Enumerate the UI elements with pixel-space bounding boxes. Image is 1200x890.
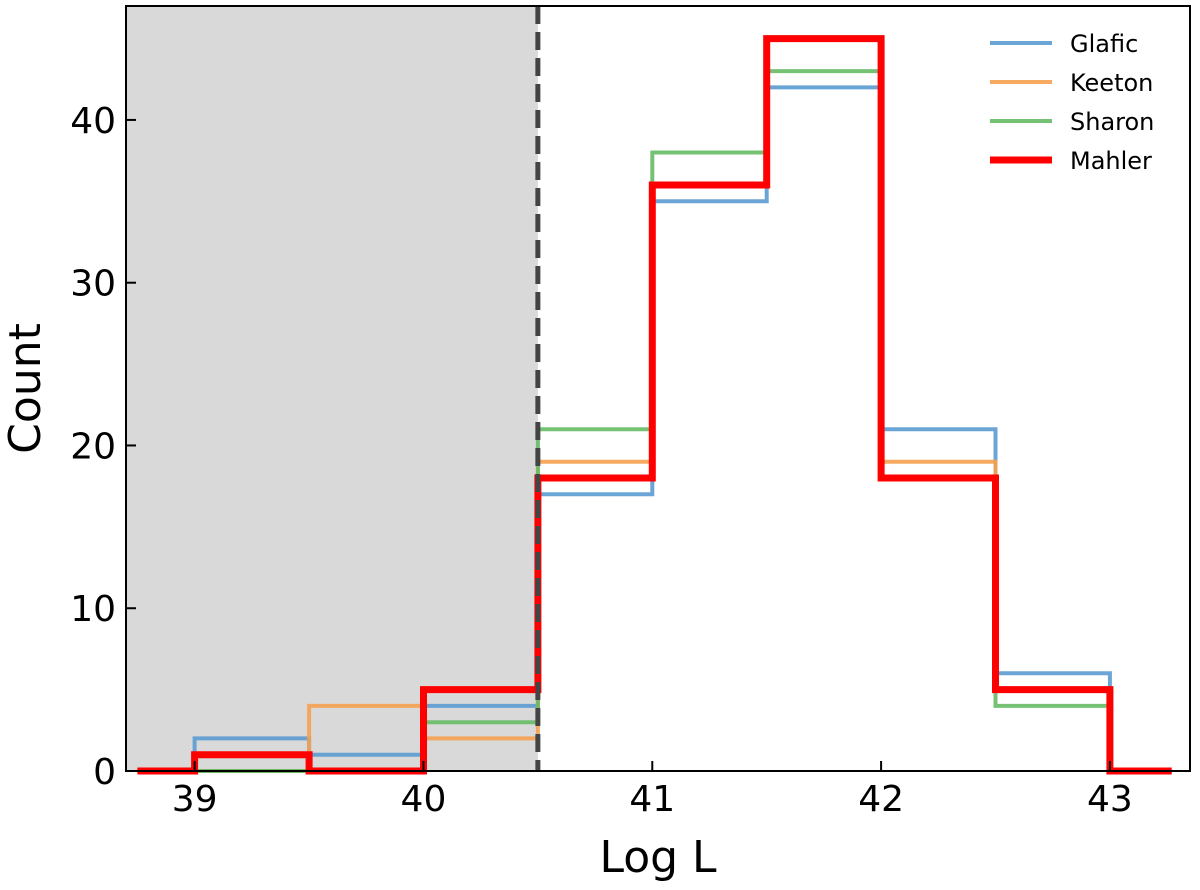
legend-label-mahler: Mahler <box>1070 147 1152 175</box>
y-tick-label: 40 <box>70 101 116 142</box>
x-tick-label: 41 <box>629 779 675 820</box>
y-tick-label: 0 <box>93 752 116 793</box>
legend-label-glafic: Glafic <box>1070 30 1138 58</box>
plot-frame <box>125 5 1191 772</box>
x-tick-label: 40 <box>401 779 447 820</box>
legend-label-keeton: Keeton <box>1070 69 1153 97</box>
x-tick-label: 39 <box>172 779 218 820</box>
legend-label-sharon: Sharon <box>1070 108 1154 136</box>
x-tick-label: 43 <box>1087 779 1133 820</box>
legend: Glafic Keeton Sharon Mahler <box>990 30 1154 175</box>
plot-shaded-region <box>126 6 538 771</box>
x-tick-label: 42 <box>858 779 904 820</box>
y-tick-label: 20 <box>70 426 116 467</box>
y-tick-label: 30 <box>70 264 116 305</box>
ticks-layer: 39 40 41 42 43 0 10 20 30 40 <box>70 101 1133 820</box>
series-mahler-step <box>137 35 1172 775</box>
y-axis-label: Count <box>0 323 51 454</box>
x-axis-label: Log L <box>599 832 717 883</box>
y-tick-label: 10 <box>70 589 116 630</box>
